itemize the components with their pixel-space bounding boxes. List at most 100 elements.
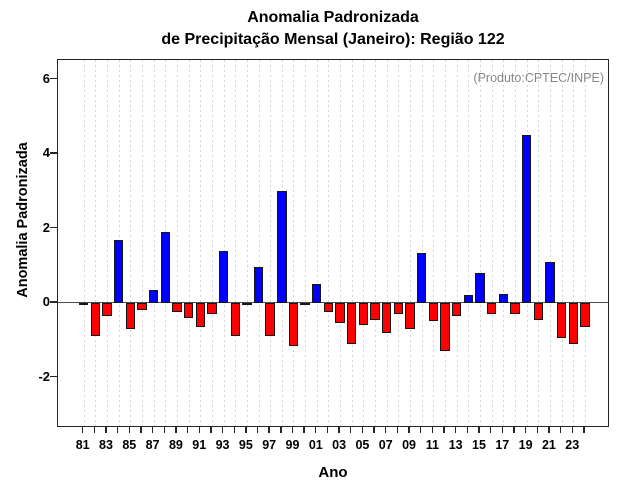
gridline <box>270 60 272 426</box>
gridline <box>107 60 108 426</box>
bar-21 <box>545 261 555 303</box>
gridline <box>584 60 586 426</box>
x-tick <box>338 427 340 433</box>
y-tick <box>50 152 57 154</box>
x-tick <box>186 427 189 433</box>
bar-81 <box>79 302 89 306</box>
chart-title-line2: de Precipitação Mensal (Janeiro): Região… <box>161 31 505 48</box>
chart-title: Anomalia Padronizada de Precipitação Men… <box>57 7 609 51</box>
x-tick-label: 93 <box>215 438 230 452</box>
x-tick <box>163 427 165 433</box>
bar-83 <box>102 302 112 316</box>
gridline <box>398 60 400 426</box>
bar-09 <box>405 302 415 329</box>
x-tick <box>128 427 130 433</box>
x-tick-label: 11 <box>425 438 439 452</box>
x-tick <box>233 427 235 433</box>
x-tick-label: 09 <box>402 438 416 452</box>
gridline <box>246 60 248 426</box>
gridline <box>479 60 481 426</box>
x-tick <box>221 427 224 433</box>
bar-88 <box>160 232 170 303</box>
x-tick-label: 91 <box>192 438 207 452</box>
gridline <box>305 60 307 426</box>
x-tick-label: 87 <box>145 438 160 452</box>
y-tick <box>50 301 57 303</box>
gridline <box>141 60 143 426</box>
x-tick <box>385 427 387 433</box>
x-tick <box>501 427 503 433</box>
x-tick <box>466 427 468 433</box>
gridline <box>538 60 540 426</box>
x-tick <box>280 427 282 433</box>
y-tick-label: 0 <box>42 294 50 310</box>
bar-89 <box>172 302 182 313</box>
bar-97 <box>265 302 275 337</box>
x-tick <box>548 427 550 433</box>
bar-86 <box>137 302 147 311</box>
x-tick-label: 03 <box>332 438 347 452</box>
gridline <box>95 60 97 426</box>
gridline <box>421 60 423 426</box>
x-tick-label: 85 <box>122 438 137 452</box>
x-tick <box>291 427 294 433</box>
plot-area <box>57 59 609 427</box>
x-tick <box>315 427 317 433</box>
gridline <box>503 60 505 426</box>
x-tick-label: 17 <box>495 438 510 452</box>
x-tick-label: 19 <box>518 438 533 452</box>
gridline <box>456 60 458 426</box>
x-tick <box>303 427 305 433</box>
gridline <box>340 60 342 426</box>
x-tick <box>245 427 247 433</box>
bar-05 <box>358 302 369 326</box>
gridline <box>549 60 551 426</box>
bar-07 <box>382 302 392 333</box>
gridline <box>176 60 178 426</box>
x-tick <box>326 427 329 433</box>
bar-01 <box>312 284 322 303</box>
bar-95 <box>242 302 252 305</box>
bar-24 <box>580 302 590 328</box>
bar-98 <box>277 191 287 303</box>
bar-08 <box>393 302 404 315</box>
x-tick <box>443 427 445 433</box>
x-tick <box>408 427 410 433</box>
gridline <box>375 60 377 426</box>
x-tick <box>256 427 259 433</box>
x-tick <box>175 427 177 433</box>
x-tick-label: 21 <box>541 438 556 452</box>
bar-82 <box>90 302 101 337</box>
bar-16 <box>486 302 497 315</box>
bar-93 <box>218 250 229 303</box>
x-tick-label: 89 <box>168 438 183 452</box>
x-tick <box>198 427 200 433</box>
y-tick <box>50 375 57 378</box>
chart-title-line1: Anomalia Padronizada <box>247 9 419 26</box>
x-tick-label: 07 <box>378 438 393 452</box>
x-tick <box>268 427 270 433</box>
y-tick-label: 6 <box>42 70 50 86</box>
gridline <box>153 60 155 426</box>
bar-18 <box>510 302 520 315</box>
x-tick-label: 05 <box>355 438 370 452</box>
bar-17 <box>498 293 508 303</box>
bar-96 <box>253 267 264 303</box>
x-tick <box>140 427 142 433</box>
x-tick <box>489 427 492 433</box>
gridline <box>514 60 516 426</box>
gridline <box>386 60 388 426</box>
x-axis-title: Ano <box>318 464 348 481</box>
x-tick-label: 81 <box>75 438 90 452</box>
y-tick-label: -2 <box>38 368 50 384</box>
bar-23 <box>568 302 578 344</box>
x-tick <box>93 427 96 433</box>
x-tick <box>105 427 107 433</box>
gridline <box>130 60 132 426</box>
gridline <box>200 60 202 426</box>
bar-19 <box>521 135 532 303</box>
x-tick <box>396 427 399 433</box>
x-tick-label: 97 <box>262 438 277 452</box>
x-tick-label: 01 <box>308 438 323 452</box>
x-tick <box>571 427 573 433</box>
